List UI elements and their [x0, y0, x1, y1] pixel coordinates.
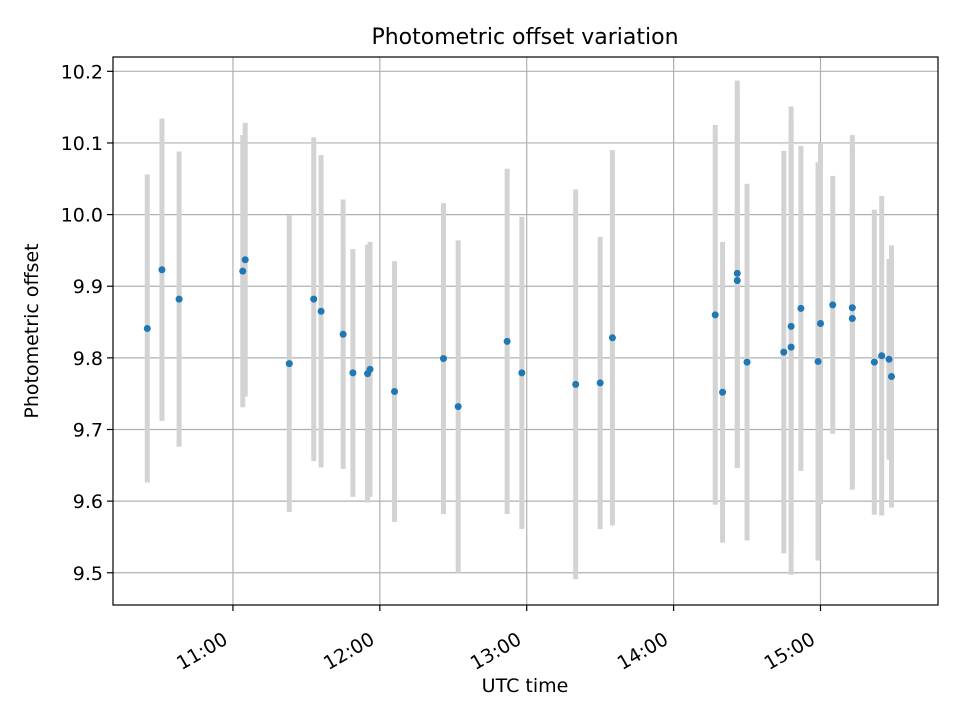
y-axis-ticks: 9.5 9.6 9.7 9.8 9.9 10.0 10.1 10.2 [61, 61, 113, 585]
y-tick-label: 10.1 [61, 133, 103, 155]
data-point [719, 388, 727, 396]
data-point [787, 322, 795, 330]
y-tick-label: 10.0 [61, 205, 103, 227]
data-point [848, 304, 856, 312]
y-tick-label: 9.5 [73, 563, 103, 585]
data-point [349, 369, 357, 377]
data-point [317, 307, 325, 315]
data-point [439, 355, 447, 363]
data-point [780, 348, 788, 356]
y-axis-label: Photometric offset [21, 243, 43, 418]
chart-title: Photometric offset variation [371, 25, 678, 50]
data-point [339, 330, 347, 338]
data-point [310, 295, 318, 303]
data-point [454, 403, 462, 411]
data-point [743, 358, 751, 366]
y-tick-label: 9.7 [73, 419, 103, 441]
data-point [239, 267, 247, 275]
data-point [518, 369, 526, 377]
data-point [158, 266, 166, 274]
data-point [829, 301, 837, 309]
y-tick-label: 9.6 [73, 491, 103, 513]
data-point [814, 357, 822, 365]
y-tick-label: 10.2 [61, 61, 103, 83]
data-point [175, 295, 183, 303]
data-point [816, 319, 824, 327]
data-point [870, 358, 878, 366]
data-point [391, 388, 399, 396]
data-point [787, 343, 795, 351]
y-tick-label: 9.9 [73, 276, 103, 298]
x-axis-label: UTC time [482, 675, 569, 697]
data-point [241, 256, 249, 264]
y-tick-label: 9.8 [73, 348, 103, 370]
data-point [285, 360, 293, 368]
data-point [733, 269, 741, 277]
data-point [608, 334, 616, 342]
data-point [797, 304, 805, 312]
data-point [878, 352, 886, 360]
data-point [733, 276, 741, 284]
plot-frame [112, 56, 939, 606]
data-point [885, 355, 893, 363]
data-point [366, 365, 374, 373]
data-point [596, 379, 604, 387]
data-point [143, 324, 151, 332]
data-point [711, 311, 719, 319]
data-point [503, 337, 511, 345]
data-point [572, 380, 580, 388]
data-points [143, 256, 895, 411]
data-point [887, 372, 895, 380]
data-point [848, 314, 856, 322]
